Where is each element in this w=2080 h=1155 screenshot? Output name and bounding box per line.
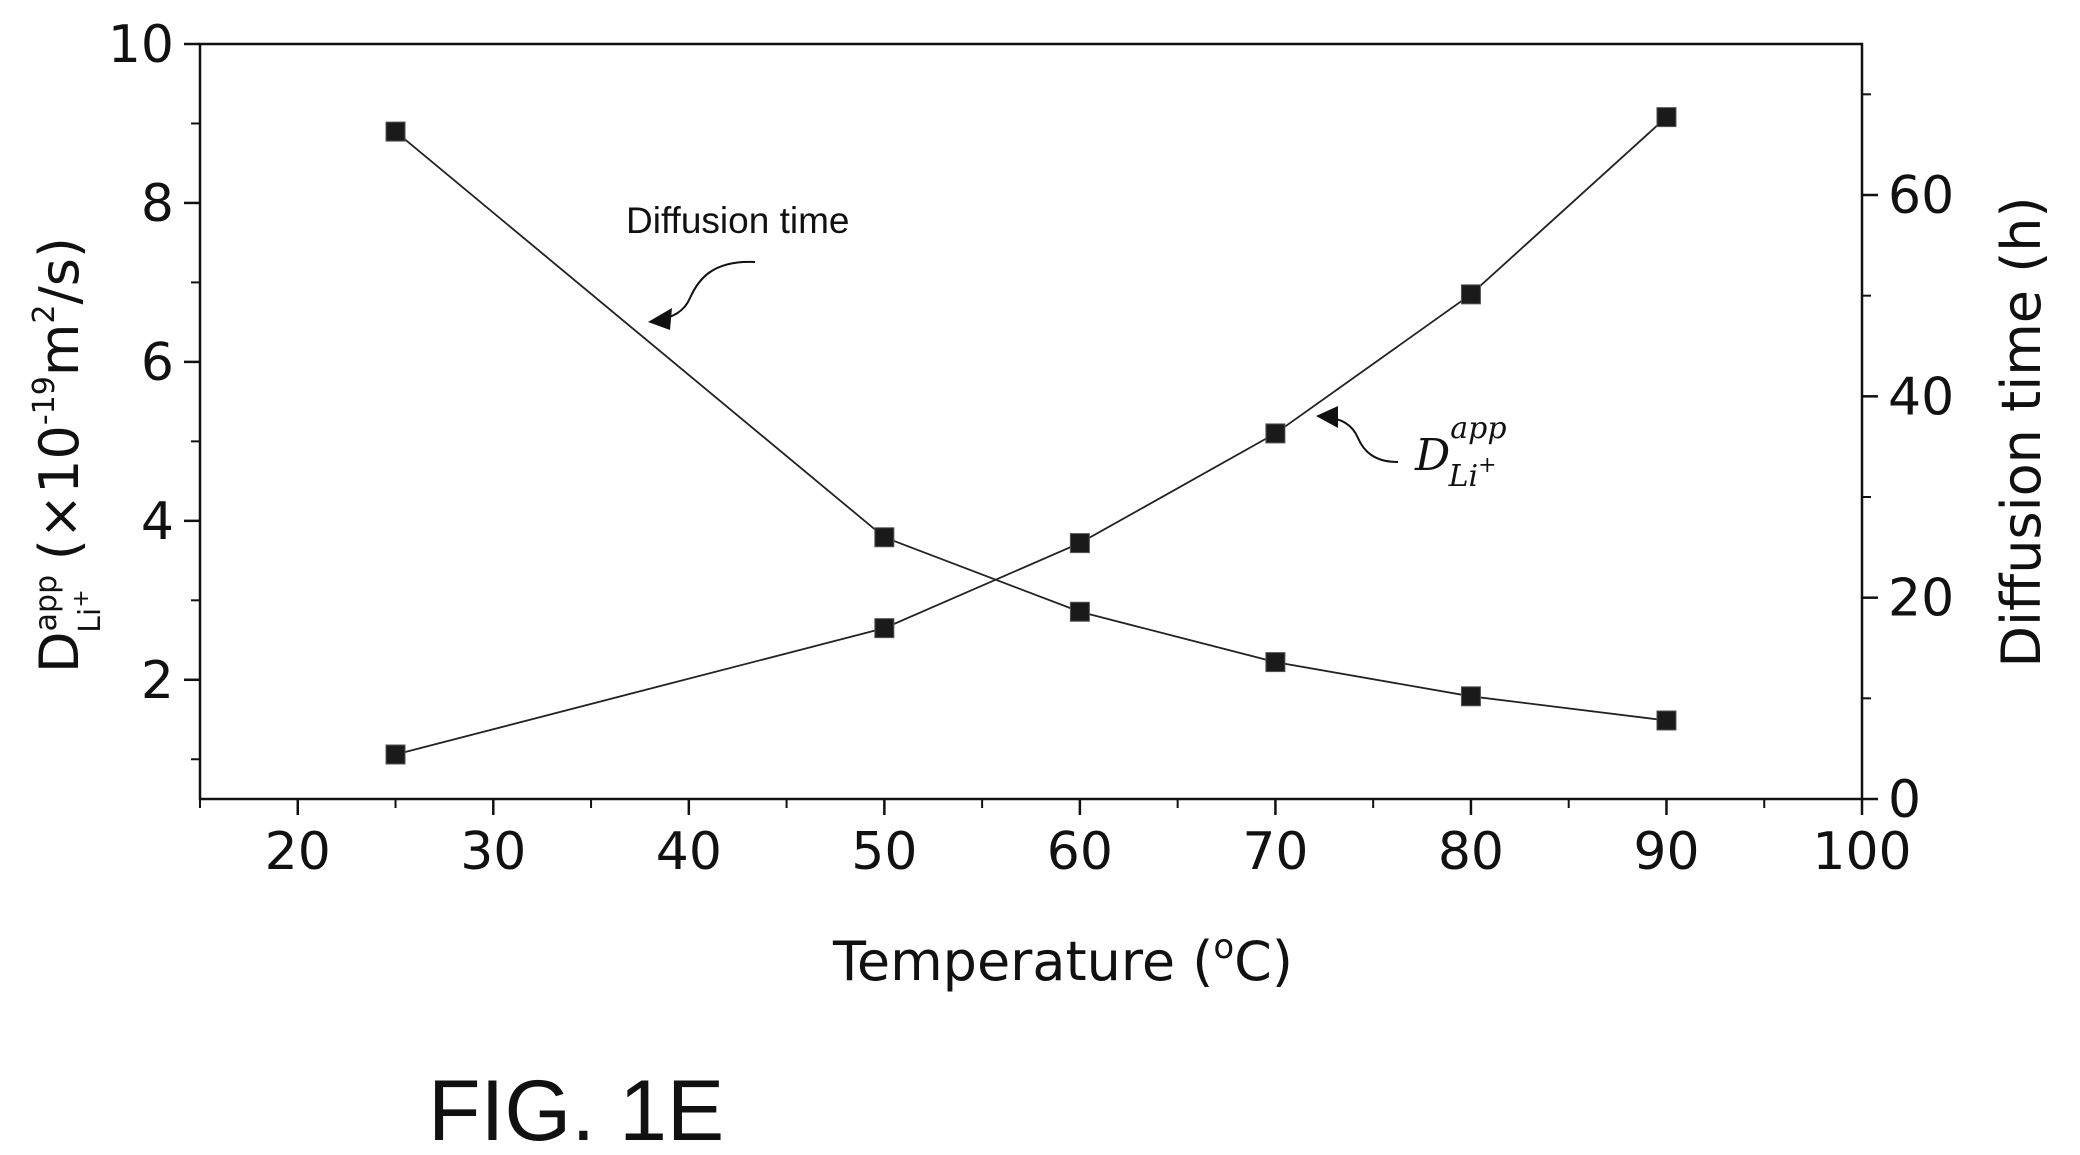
x-tick-label: 50 <box>851 822 917 882</box>
left-y-tick-label: 6 <box>141 333 174 393</box>
x-tick-label: 20 <box>265 822 331 882</box>
x-tick-label: 30 <box>460 822 526 882</box>
right-y-tick-label: 0 <box>1888 770 1921 830</box>
diffusion-time-arrowhead <box>648 308 672 330</box>
diffusion-coefficient-point <box>1656 107 1677 128</box>
figure-label: FIG. 1E <box>428 1063 724 1155</box>
diffusion-time-line <box>394 130 1667 722</box>
x-tick-label: 80 <box>1438 822 1504 882</box>
diffusion-coefficient-annotation: Dapp Li+ <box>1414 411 1507 494</box>
diffusion-time-point <box>1069 601 1090 622</box>
x-tick-label: 100 <box>1812 822 1911 882</box>
series-lines <box>394 116 1668 756</box>
right-y-tick-label: 20 <box>1888 569 1954 629</box>
left-y-tick-label: 8 <box>141 174 174 234</box>
x-tick-label: 60 <box>1047 822 1113 882</box>
left-y-tick-label: 2 <box>141 651 174 711</box>
diffusion-coefficient-point <box>1069 533 1090 554</box>
diffusion-coefficient-point <box>1460 284 1481 305</box>
x-axis-label: Temperature (oC) <box>832 927 1293 993</box>
diffusion-coefficient-point <box>874 618 895 639</box>
series-markers <box>385 107 1677 765</box>
plot-frame <box>198 42 1864 801</box>
left-y-tick-label: 10 <box>108 15 174 75</box>
x-tick-label: 70 <box>1242 822 1308 882</box>
diffusion-coefficient-point <box>1265 423 1286 444</box>
right-y-tick-label: 40 <box>1888 367 1954 427</box>
diffusion-time-point <box>1265 652 1286 673</box>
diffusion-time-point <box>385 121 406 142</box>
right-y-tick-label: 60 <box>1888 166 1954 226</box>
diffusion-coefficient-arrowhead <box>1316 406 1338 428</box>
left-y-axis-ticks: 2 4 6 8 10 <box>108 15 200 761</box>
diffusion-time-annotation: Diffusion time <box>626 200 849 241</box>
diffusion-time-point <box>1460 686 1481 707</box>
x-tick-label: 90 <box>1633 822 1699 882</box>
left-y-tick-label: 4 <box>141 492 174 552</box>
diffusion-coefficient-point <box>385 744 406 765</box>
diffusion-time-point <box>1656 710 1677 731</box>
right-y-axis-label: Diffusion time (h) <box>1990 196 2053 667</box>
diffusion-coefficient-line <box>395 116 1668 756</box>
left-y-axis-label: Dapp Li+ (×10-19m2/s) <box>27 237 108 673</box>
right-y-axis-ticks: 0 20 40 60 <box>1862 93 1954 830</box>
x-tick-label: 40 <box>656 822 722 882</box>
diffusion-time-point <box>874 527 895 548</box>
x-axis-ticks: 20 30 40 50 60 70 80 90 100 <box>199 799 1912 882</box>
